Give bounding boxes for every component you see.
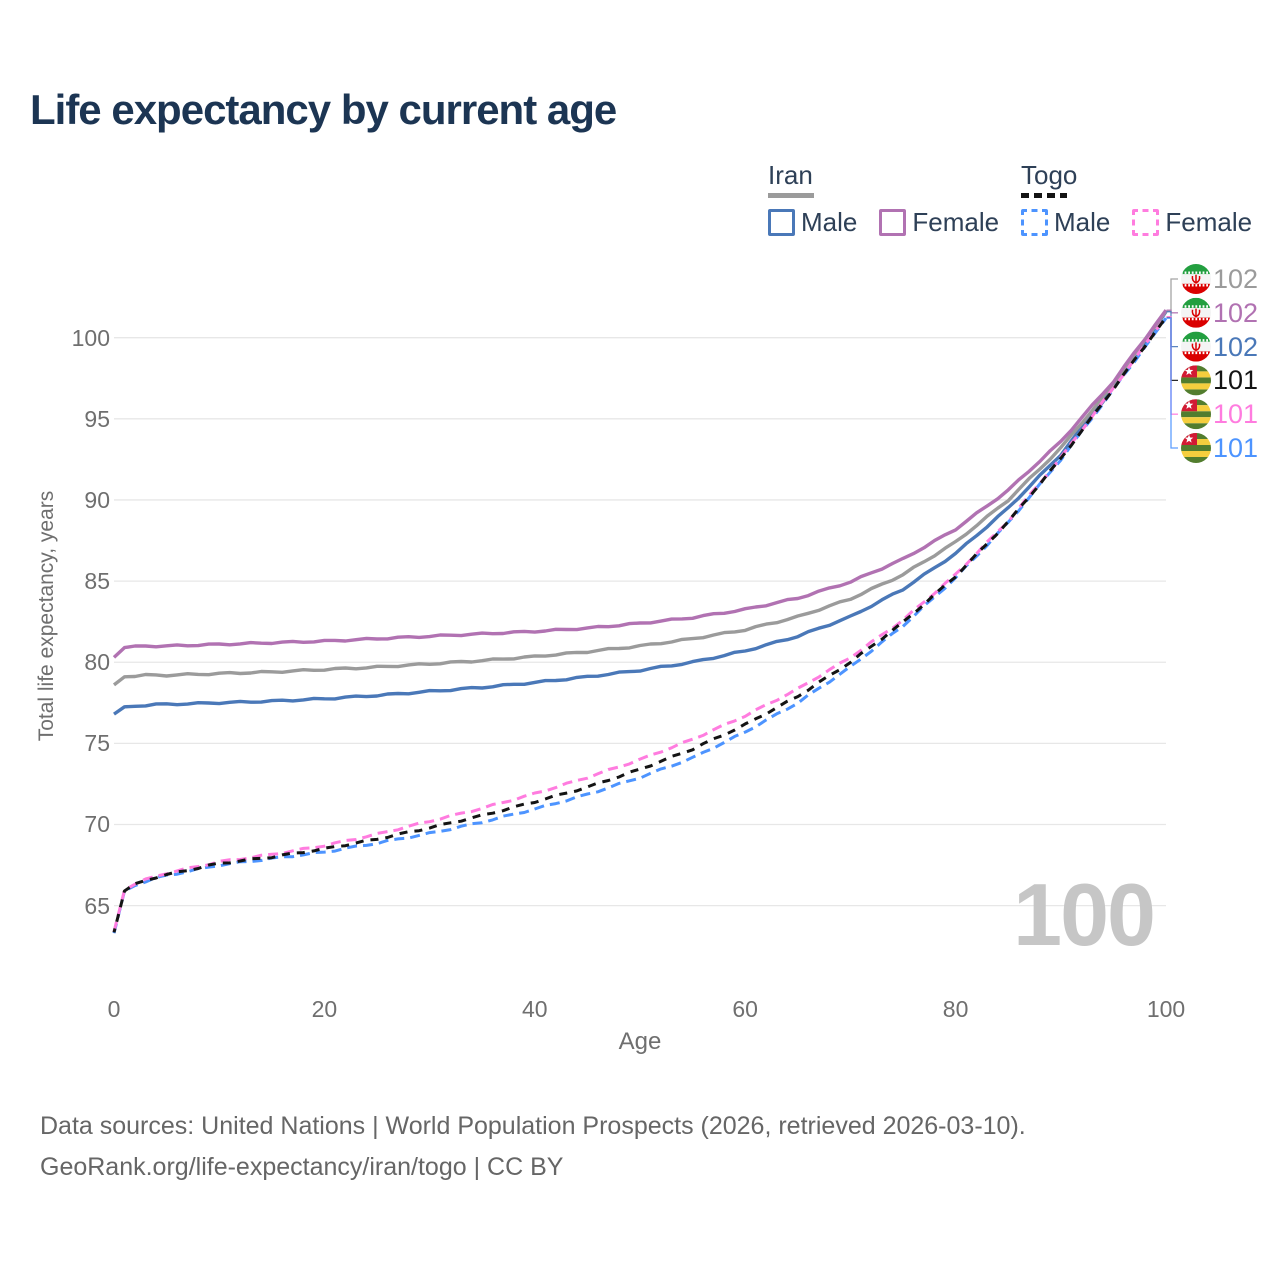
x-tick-label: 0 [107,996,121,1022]
legend-item-label: Male [801,206,858,237]
y-tick-label: 70 [84,811,110,838]
endpoint-value-label: 101 [1213,399,1259,430]
page-title: Life expectancy by current age [30,86,617,133]
series-line-iran-male[interactable] [113,310,1168,716]
iran-flag-icon [1181,264,1211,294]
checkbox-iran-male[interactable] [768,208,795,236]
checkbox-iran-female[interactable] [879,208,907,236]
legend-group-togo: Togo Male Female [1021,160,1252,238]
x-tick-label: 60 [732,996,758,1022]
legend-item-iran-female[interactable]: Female [879,207,999,238]
legend-item-togo-male[interactable]: Male [1021,207,1110,238]
endpoint-leader-line [1166,278,1178,312]
togo-flag-icon [1181,365,1211,396]
footer: Data sources: United Nations | World Pop… [40,1106,1240,1188]
legend-linestyle-swatch-iran [768,193,814,198]
togo-flag-icon [1181,433,1211,463]
iran-flag-icon [1181,297,1211,328]
legend-item-label: Female [912,206,1000,237]
series-line-togo-female[interactable] [112,315,1168,932]
footer-data-sources: Data sources: United Nations | World Pop… [40,1112,1026,1140]
y-tick-label: 95 [84,405,110,432]
checkbox-togo-female[interactable] [1132,208,1160,236]
y-tick-label: 80 [84,649,110,676]
endpoint-value-label: 101 [1213,433,1259,463]
endpoint-leader-line [1166,315,1178,415]
series-line-togo-male[interactable] [112,317,1168,934]
series-line-iran-female[interactable] [112,309,1168,659]
x-axis-title: Age [618,1028,662,1055]
legend-country-name-iran[interactable]: Iran [768,160,813,190]
y-tick-label: 75 [84,730,110,757]
checkbox-togo-male[interactable] [1021,208,1048,236]
y-tick-label: 100 [71,324,110,351]
legend-item-label: Male [1054,206,1111,237]
endpoint-value-label: 102 [1213,264,1259,294]
series-line-togo-average[interactable] [112,316,1168,933]
current-age-watermark: 100 [1013,865,1156,964]
legend-country-name-togo[interactable]: Togo [1021,160,1078,190]
y-tick-label: 85 [84,568,110,595]
endpoint-value-label: 102 [1213,297,1259,328]
legend-item-iran-male[interactable]: Male [768,207,857,238]
x-tick-label: 100 [1146,996,1186,1022]
endpoint-leader-line [1166,317,1178,449]
endpoint-value-label: 102 [1213,331,1259,362]
legend-item-togo-female[interactable]: Female [1132,207,1252,238]
y-tick-label: 90 [84,486,110,513]
y-tick-label: 65 [84,892,110,919]
x-tick-label: 80 [942,996,969,1022]
legend-group-iran: Iran Male Female [768,160,999,238]
legend-item-label: Female [1165,206,1253,237]
x-tick-label: 40 [522,996,548,1022]
endpoint-value-label: 101 [1213,365,1259,396]
togo-flag-icon [1181,399,1211,430]
iran-flag-icon [1181,331,1211,362]
legend-linestyle-swatch-togo [1021,193,1067,198]
endpoint-leader-line [1166,316,1178,382]
x-tick-label: 20 [311,996,338,1022]
footer-attribution: GeoRank.org/life-expectancy/iran/togo | … [40,1153,564,1181]
series-line-iran-average[interactable] [112,309,1168,687]
